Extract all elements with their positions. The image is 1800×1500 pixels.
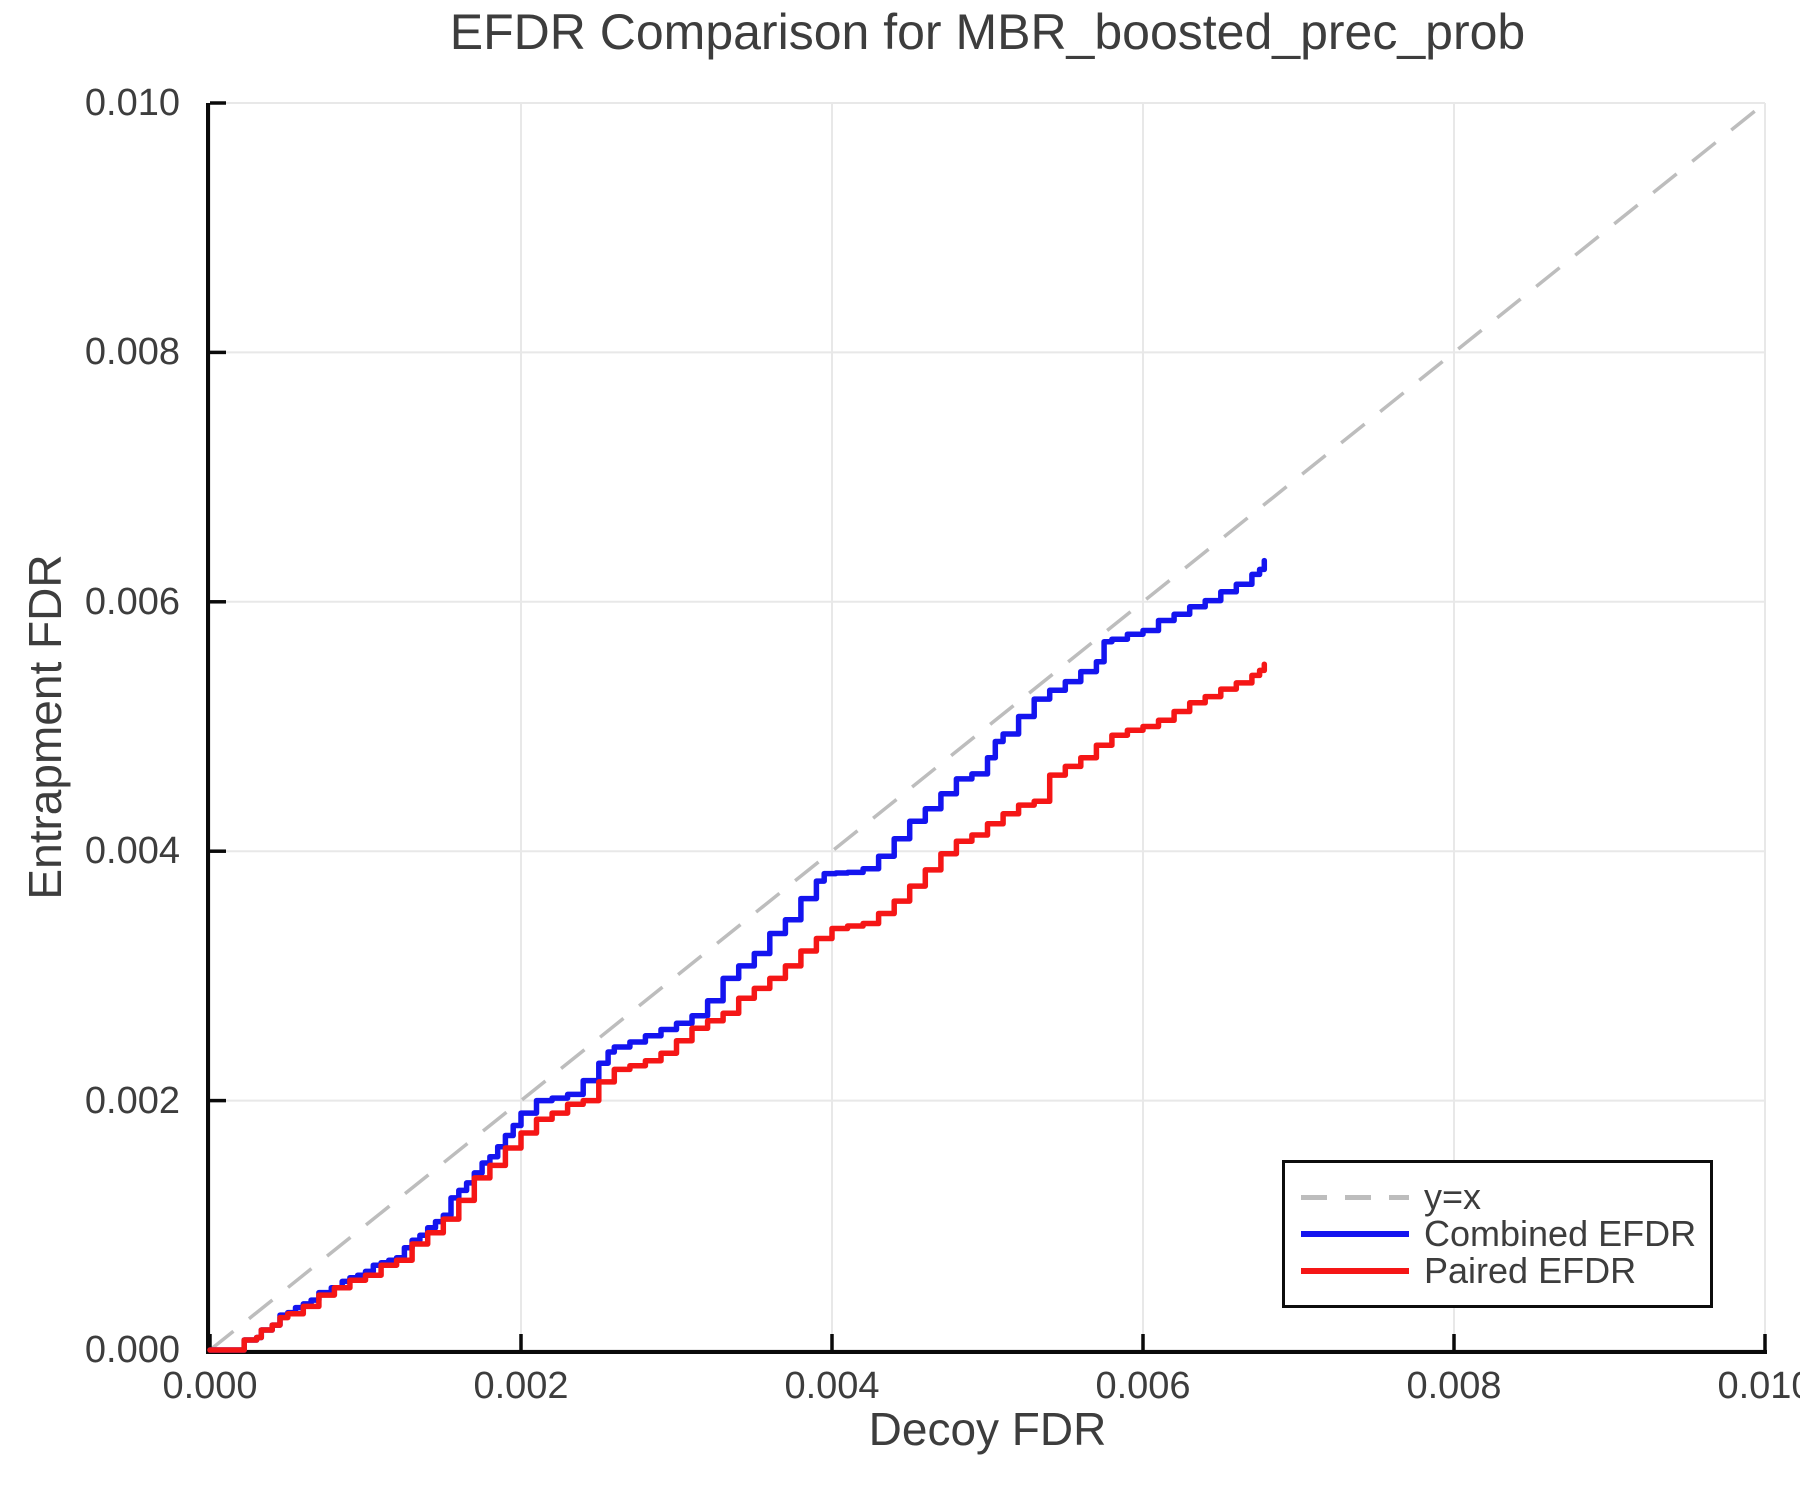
legend-sample-dashed-line [1301,1194,1409,1200]
legend-item-yx: y=x [1301,1176,1710,1217]
y-tick-label: 0.002 [84,1079,180,1122]
legend-box: y=x Combined EFDR Paired EFDR [1282,1160,1713,1308]
x-tick-label: 0.002 [473,1365,569,1407]
legend-sample-blue-line [1301,1231,1409,1237]
series-line-paired-efdr [207,661,1268,1353]
x-tick-label: 0.008 [1406,1365,1502,1407]
y-tick-label: 0.010 [84,82,180,124]
series-line-combined-efdr [207,557,1268,1353]
x-axis-label: Decoy FDR [868,1403,1107,1455]
y-axis-label: Entrapment FDR [19,554,71,900]
diagonal-reference-line [208,101,1767,1352]
legend-item-paired: Paired EFDR [1301,1250,1710,1291]
y-tick-label: 0.008 [84,331,180,374]
legend-label-paired: Paired EFDR [1424,1250,1637,1291]
y-tick-label: 0.004 [84,830,180,873]
x-tick-label: 0.010 [1717,1365,1800,1407]
y-tick-label: 0.006 [84,580,180,623]
legend-label-yx: y=x [1424,1176,1482,1217]
chart-title: EFDR Comparison for MBR_boosted_prec_pro… [449,4,1526,60]
legend-label-combined: Combined EFDR [1424,1213,1697,1254]
x-tick-label: 0.000 [162,1365,258,1407]
legend-item-combined: Combined EFDR [1301,1213,1710,1254]
legend-sample-red-line [1301,1268,1409,1274]
x-tick-label: 0.006 [1095,1365,1191,1407]
y-tick-label: 0.000 [84,1329,180,1371]
x-tick-label: 0.004 [784,1365,880,1407]
